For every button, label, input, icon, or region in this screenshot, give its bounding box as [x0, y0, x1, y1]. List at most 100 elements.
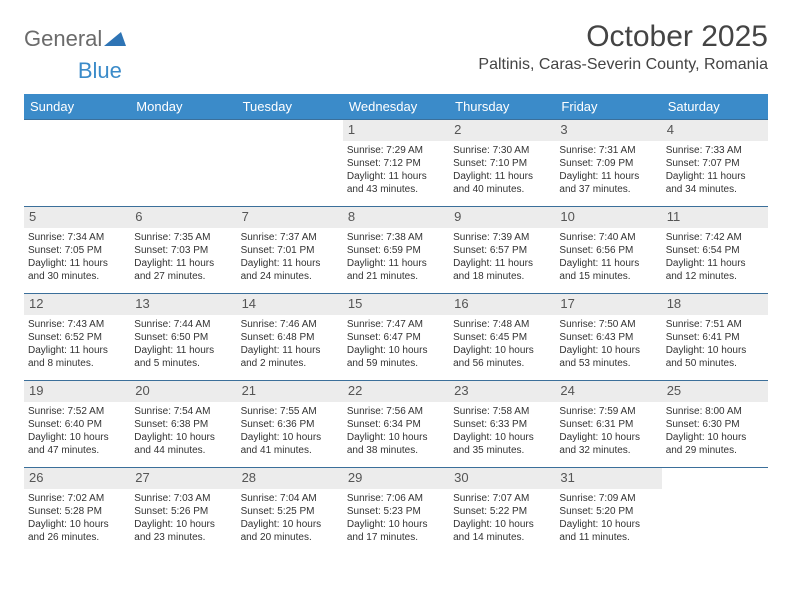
- weeks-container: 1Sunrise: 7:29 AMSunset: 7:12 PMDaylight…: [24, 119, 768, 554]
- day-number: 11: [662, 207, 768, 228]
- day-line: Sunrise: 7:04 AM: [241, 492, 339, 505]
- week-row: 5Sunrise: 7:34 AMSunset: 7:05 PMDaylight…: [24, 206, 768, 293]
- day-number: 22: [343, 381, 449, 402]
- day-cell: 17Sunrise: 7:50 AMSunset: 6:43 PMDayligh…: [555, 294, 661, 380]
- day-cell: 23Sunrise: 7:58 AMSunset: 6:33 PMDayligh…: [449, 381, 555, 467]
- day-line: and 18 minutes.: [453, 270, 551, 283]
- day-line: Daylight: 10 hours: [241, 431, 339, 444]
- day-line: Sunset: 6:43 PM: [559, 331, 657, 344]
- day-line: Daylight: 11 hours: [453, 257, 551, 270]
- day-line: and 21 minutes.: [347, 270, 445, 283]
- day-line: Daylight: 11 hours: [559, 170, 657, 183]
- day-number: 7: [237, 207, 343, 228]
- day-cell: 8Sunrise: 7:38 AMSunset: 6:59 PMDaylight…: [343, 207, 449, 293]
- day-cell: 3Sunrise: 7:31 AMSunset: 7:09 PMDaylight…: [555, 120, 661, 206]
- day-line: Sunset: 6:48 PM: [241, 331, 339, 344]
- dow-cell: Thursday: [449, 94, 555, 119]
- day-cell: 22Sunrise: 7:56 AMSunset: 6:34 PMDayligh…: [343, 381, 449, 467]
- day-line: Sunrise: 7:50 AM: [559, 318, 657, 331]
- week-row: 12Sunrise: 7:43 AMSunset: 6:52 PMDayligh…: [24, 293, 768, 380]
- day-line: Sunrise: 7:30 AM: [453, 144, 551, 157]
- day-line: and 44 minutes.: [134, 444, 232, 457]
- day-cell: 20Sunrise: 7:54 AMSunset: 6:38 PMDayligh…: [130, 381, 236, 467]
- day-cell: 21Sunrise: 7:55 AMSunset: 6:36 PMDayligh…: [237, 381, 343, 467]
- day-cell: 16Sunrise: 7:48 AMSunset: 6:45 PMDayligh…: [449, 294, 555, 380]
- day-line: Sunset: 6:36 PM: [241, 418, 339, 431]
- day-line: Sunset: 6:33 PM: [453, 418, 551, 431]
- day-line: Sunrise: 7:09 AM: [559, 492, 657, 505]
- day-cell: 10Sunrise: 7:40 AMSunset: 6:56 PMDayligh…: [555, 207, 661, 293]
- day-line: Sunrise: 7:48 AM: [453, 318, 551, 331]
- day-line: Daylight: 11 hours: [134, 257, 232, 270]
- day-line: Sunrise: 7:33 AM: [666, 144, 764, 157]
- day-number: 21: [237, 381, 343, 402]
- day-line: Daylight: 10 hours: [559, 431, 657, 444]
- day-line: Daylight: 10 hours: [666, 344, 764, 357]
- logo-text-general: General: [24, 26, 102, 52]
- day-line: Sunset: 7:03 PM: [134, 244, 232, 257]
- day-line: Daylight: 11 hours: [347, 257, 445, 270]
- day-line: Sunset: 5:25 PM: [241, 505, 339, 518]
- day-number: 17: [555, 294, 661, 315]
- day-cell: 31Sunrise: 7:09 AMSunset: 5:20 PMDayligh…: [555, 468, 661, 554]
- day-cell: 26Sunrise: 7:02 AMSunset: 5:28 PMDayligh…: [24, 468, 130, 554]
- day-number: 24: [555, 381, 661, 402]
- day-line: and 26 minutes.: [28, 531, 126, 544]
- day-line: Sunrise: 7:07 AM: [453, 492, 551, 505]
- day-cell: 11Sunrise: 7:42 AMSunset: 6:54 PMDayligh…: [662, 207, 768, 293]
- day-line: Sunset: 6:50 PM: [134, 331, 232, 344]
- day-line: Sunrise: 7:42 AM: [666, 231, 764, 244]
- day-line: and 40 minutes.: [453, 183, 551, 196]
- day-line: and 59 minutes.: [347, 357, 445, 370]
- day-line: and 15 minutes.: [559, 270, 657, 283]
- day-number: 5: [24, 207, 130, 228]
- day-number: 19: [24, 381, 130, 402]
- day-line: Daylight: 11 hours: [28, 257, 126, 270]
- day-line: Sunrise: 7:35 AM: [134, 231, 232, 244]
- day-number: 26: [24, 468, 130, 489]
- day-line: Daylight: 10 hours: [28, 431, 126, 444]
- day-line: Sunset: 5:26 PM: [134, 505, 232, 518]
- day-line: Sunset: 5:23 PM: [347, 505, 445, 518]
- day-number: 30: [449, 468, 555, 489]
- day-line: and 23 minutes.: [134, 531, 232, 544]
- day-line: Sunset: 6:45 PM: [453, 331, 551, 344]
- logo-text-blue: Blue: [78, 58, 122, 84]
- day-line: and 41 minutes.: [241, 444, 339, 457]
- day-line: Daylight: 11 hours: [666, 257, 764, 270]
- day-line: Sunset: 6:52 PM: [28, 331, 126, 344]
- day-line: and 5 minutes.: [134, 357, 232, 370]
- day-line: Sunrise: 7:31 AM: [559, 144, 657, 157]
- day-line: Daylight: 11 hours: [134, 344, 232, 357]
- day-number: 2: [449, 120, 555, 141]
- day-line: and 38 minutes.: [347, 444, 445, 457]
- day-line: Sunset: 6:34 PM: [347, 418, 445, 431]
- day-line: Daylight: 10 hours: [453, 431, 551, 444]
- day-cell-empty: [662, 468, 768, 554]
- day-number: 14: [237, 294, 343, 315]
- day-cell: 13Sunrise: 7:44 AMSunset: 6:50 PMDayligh…: [130, 294, 236, 380]
- day-cell-empty: [237, 120, 343, 206]
- day-line: Daylight: 11 hours: [666, 170, 764, 183]
- logo: General: [24, 20, 126, 52]
- day-line: and 17 minutes.: [347, 531, 445, 544]
- day-number: 27: [130, 468, 236, 489]
- day-line: Daylight: 11 hours: [453, 170, 551, 183]
- day-cell: 18Sunrise: 7:51 AMSunset: 6:41 PMDayligh…: [662, 294, 768, 380]
- day-line: Sunrise: 8:00 AM: [666, 405, 764, 418]
- day-line: and 11 minutes.: [559, 531, 657, 544]
- day-line: and 53 minutes.: [559, 357, 657, 370]
- day-line: Sunset: 7:07 PM: [666, 157, 764, 170]
- day-cell: 4Sunrise: 7:33 AMSunset: 7:07 PMDaylight…: [662, 120, 768, 206]
- day-line: and 35 minutes.: [453, 444, 551, 457]
- location: Paltinis, Caras-Severin County, Romania: [478, 56, 768, 74]
- day-line: Sunrise: 7:52 AM: [28, 405, 126, 418]
- day-line: and 32 minutes.: [559, 444, 657, 457]
- day-line: and 14 minutes.: [453, 531, 551, 544]
- day-line: and 43 minutes.: [347, 183, 445, 196]
- day-line: and 24 minutes.: [241, 270, 339, 283]
- day-line: Sunset: 7:05 PM: [28, 244, 126, 257]
- day-cell: 5Sunrise: 7:34 AMSunset: 7:05 PMDaylight…: [24, 207, 130, 293]
- day-number: 23: [449, 381, 555, 402]
- day-line: Daylight: 10 hours: [453, 344, 551, 357]
